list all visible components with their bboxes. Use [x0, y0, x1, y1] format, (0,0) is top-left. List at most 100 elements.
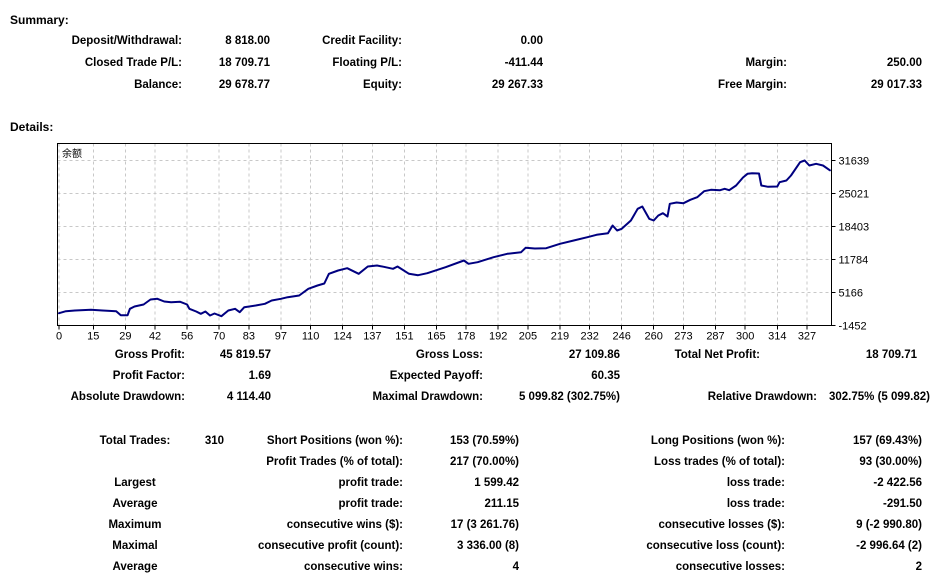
y-tick-label: 18403 — [839, 221, 870, 233]
stat-value: 1 599.42 — [474, 477, 519, 489]
x-tick-label: 327 — [798, 331, 816, 343]
trades-row: Total Trades: 310 Short Positions (won %… — [0, 431, 932, 452]
x-tick-label: 205 — [519, 331, 537, 343]
trades-row: Profit Trades (% of total): 217 (70.00%)… — [0, 452, 932, 473]
stat-label: Loss trades (% of total): — [654, 456, 785, 468]
stat-value: 9 (-2 990.80) — [856, 519, 922, 531]
stat-value: 250.00 — [886, 57, 922, 69]
x-tick-label: 178 — [457, 331, 475, 343]
stat-label: consecutive loss (count): — [646, 540, 785, 552]
stat-label: Credit Facility: — [322, 35, 402, 47]
stat-label: Floating P/L: — [332, 57, 402, 69]
stat-value: 4 — [512, 561, 519, 573]
summary-table: Deposit/Withdrawal: 8 818.00 Credit Faci… — [0, 30, 932, 96]
summary-row: Balance: 29 678.77 Equity: 29 267.33 Fre… — [0, 74, 932, 96]
stat-label: Maximal Drawdown: — [372, 391, 483, 403]
x-tick-label: 124 — [333, 331, 351, 343]
trades-row: Average profit trade: 211.15 loss trade:… — [0, 494, 932, 515]
results-row: Absolute Drawdown: 4 114.40 Maximal Draw… — [0, 387, 932, 408]
stat-label: Gross Loss: — [415, 349, 483, 361]
x-tick-label: 273 — [674, 331, 692, 343]
trades-row: Average consecutive wins: 4 consecutive … — [0, 557, 932, 578]
stat-value: 29 267.33 — [491, 79, 543, 91]
stat-label: Balance: — [134, 79, 182, 91]
stat-label: Closed Trade P/L: — [84, 57, 182, 69]
x-tick-label: 246 — [613, 331, 631, 343]
stat-label: consecutive losses: — [675, 561, 785, 573]
stat-value: 4 114.40 — [226, 391, 271, 403]
stat-label: Profit Factor: — [112, 370, 185, 382]
y-tick-label: 11784 — [839, 255, 869, 267]
stat-value: 60.35 — [591, 370, 620, 382]
x-tick-label: 110 — [302, 331, 320, 343]
stat-label: Deposit/Withdrawal: — [71, 35, 182, 47]
summary-row: Deposit/Withdrawal: 8 818.00 Credit Faci… — [0, 30, 932, 52]
x-tick-label: 192 — [489, 331, 507, 343]
stat-value: 18 709.71 — [865, 349, 917, 361]
stat-value: 45 819.57 — [219, 349, 271, 361]
stat-value: -2 422.56 — [873, 477, 922, 489]
stat-value: -2 996.64 (2) — [856, 540, 922, 552]
stat-value: 29 017.33 — [870, 79, 922, 91]
stat-value: 27 109.86 — [568, 349, 620, 361]
stat-label: Gross Profit: — [114, 349, 185, 361]
stat-value: 18 709.71 — [218, 57, 270, 69]
stat-label: loss trade: — [726, 477, 785, 489]
x-tick-label: 29 — [119, 331, 131, 343]
stat-label: consecutive wins ($): — [286, 519, 403, 531]
balance-chart: 0 15 29 42 56 70 83 97 110 124 137 151 165 178 192 205 2… — [56, 143, 870, 343]
stat-value: 157 (69.43%) — [852, 435, 922, 447]
balance-line — [58, 159, 831, 318]
results-row: Gross Profit: 45 819.57 Gross Loss: 27 1… — [0, 345, 932, 366]
stat-value: 29 678.77 — [218, 79, 270, 91]
stat-label: consecutive losses ($): — [658, 519, 785, 531]
chart-plot-area — [57, 143, 832, 326]
results-table: Gross Profit: 45 819.57 Gross Loss: 27 1… — [0, 345, 932, 408]
stat-label: Average — [112, 561, 158, 573]
x-tick-label: 165 — [427, 331, 445, 343]
chart-title: 余额 — [62, 149, 82, 160]
y-tick-label: -1452 — [839, 321, 867, 333]
stat-value: 302.75% (5 099.82) — [828, 391, 930, 403]
stat-label: profit trade: — [338, 477, 403, 489]
stat-label: Free Margin: — [717, 79, 787, 91]
stat-label: Absolute Drawdown: — [70, 391, 185, 403]
stat-label: consecutive wins: — [303, 561, 403, 573]
x-tick-label: 137 — [363, 331, 381, 343]
stat-label: Maximal — [112, 540, 158, 552]
stat-value: 0.00 — [520, 35, 543, 47]
summary-row: Closed Trade P/L: 18 709.71 Floating P/L… — [0, 52, 932, 74]
chart-frame — [57, 143, 832, 326]
x-tick-label: 260 — [645, 331, 663, 343]
trades-row: Maximum consecutive wins ($): 17 (3 261.… — [0, 515, 932, 536]
x-tick-label: 97 — [275, 331, 287, 343]
stat-label: Total Net Profit: — [674, 349, 760, 361]
stat-value: 1.69 — [248, 370, 271, 382]
stat-value: 5 099.82 (302.75%) — [518, 391, 620, 403]
trades-row: Maximal consecutive profit (count): 3 33… — [0, 536, 932, 557]
stat-label: Profit Trades (% of total): — [266, 456, 403, 468]
x-tick-label: 70 — [213, 331, 225, 343]
results-row: Profit Factor: 1.69 Expected Payoff: 60.… — [0, 366, 932, 387]
trades-row: Largest profit trade: 1 599.42 loss trad… — [0, 473, 932, 494]
x-tick-label: 151 — [395, 331, 413, 343]
stat-value: 217 (70.00%) — [449, 456, 519, 468]
x-tick-label: 300 — [736, 331, 754, 343]
x-tick-label: 42 — [149, 331, 161, 343]
stat-label: Expected Payoff: — [389, 370, 483, 382]
stat-value: 211.15 — [484, 498, 519, 510]
stat-value: 3 336.00 (8) — [456, 540, 519, 552]
y-tick-label: 31639 — [839, 155, 870, 167]
summary-heading: Summary: — [10, 13, 69, 27]
x-tick-label: 56 — [181, 331, 193, 343]
stat-label: Average — [112, 498, 158, 510]
stat-label: Total Trades: — [99, 435, 171, 447]
x-tick-label: 83 — [243, 331, 255, 343]
stat-value: -411.44 — [504, 57, 543, 69]
stat-label: consecutive profit (count): — [257, 540, 403, 552]
stat-value: -291.50 — [882, 498, 922, 510]
y-tick-label: 5166 — [839, 288, 863, 300]
stat-label: Maximum — [108, 519, 162, 531]
stat-label: Equity: — [363, 79, 402, 91]
